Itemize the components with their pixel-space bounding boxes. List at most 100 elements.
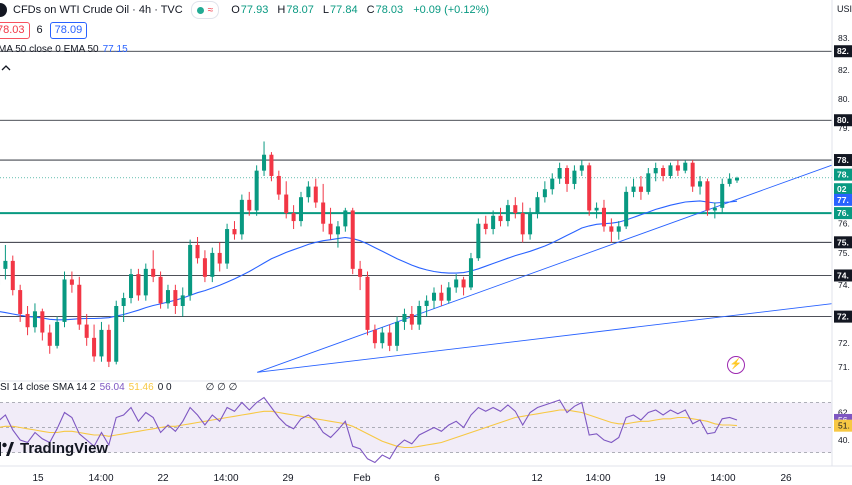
candle — [210, 247, 215, 283]
candle-body — [173, 290, 178, 306]
candle-body — [225, 229, 230, 264]
candle-body — [542, 189, 547, 198]
candle — [734, 176, 740, 183]
price-badge-label: 75. — [837, 237, 849, 247]
candle — [417, 300, 422, 330]
candle-body — [557, 168, 562, 179]
candle — [668, 162, 673, 179]
ohlc-open-key: O — [231, 4, 240, 16]
candle — [10, 255, 15, 296]
candle — [557, 162, 562, 184]
candle — [387, 324, 392, 352]
candle-body — [431, 292, 437, 301]
rsi-badge — [834, 419, 852, 432]
candle-body — [668, 165, 673, 176]
candle-body — [461, 279, 466, 288]
candle-body — [454, 279, 459, 288]
rsi-line — [0, 396, 738, 464]
wave-icon: ≈ — [207, 4, 214, 16]
candle — [468, 252, 473, 291]
tradingview-logo[interactable]: TradingView — [0, 440, 108, 457]
candle — [609, 218, 614, 243]
chevron-up-icon[interactable] — [0, 62, 14, 76]
candle-body — [202, 258, 207, 277]
candle — [313, 178, 318, 208]
rsi-legend-label: SI 14 close SMA 14 2 — [0, 382, 96, 393]
price-badge — [834, 45, 852, 58]
candle-body — [402, 313, 407, 322]
candle — [62, 271, 67, 328]
candle — [92, 324, 97, 362]
ohlc-low-key: L — [322, 4, 330, 16]
candle-body — [483, 223, 488, 230]
spread-value: 6 — [36, 24, 43, 36]
market-status-pill[interactable]: ≈ — [190, 1, 220, 19]
candle-body — [217, 252, 222, 264]
candle-body — [69, 279, 74, 285]
candle — [3, 244, 8, 280]
candle-body — [298, 197, 304, 222]
rsi-tick-label: 40. — [838, 435, 850, 445]
candle — [262, 141, 267, 176]
ohlc-open-value: 77.93 — [240, 4, 269, 16]
candle — [498, 207, 503, 227]
candle-body — [587, 165, 592, 211]
ohlc-low-value: 77.84 — [330, 4, 358, 16]
candle — [402, 308, 407, 330]
rsi-legend[interactable]: SI 14 close SMA 14 2 56.04 51.46 0 0 ∅ ∅ ∅ — [0, 382, 237, 393]
ema-legend[interactable]: MA 50 close 0 EMA 50 77.15 — [0, 44, 128, 55]
time-tick-label: 14:00 — [213, 473, 238, 484]
candle — [121, 292, 126, 322]
price-badge — [834, 207, 852, 220]
candle-body — [32, 311, 37, 328]
price-tick-label: 80. — [838, 94, 850, 104]
ema-50-line — [0, 200, 738, 321]
candle-body — [247, 199, 252, 211]
candle-body — [476, 223, 481, 259]
candle — [180, 287, 185, 317]
candle-body — [646, 173, 651, 192]
candle — [77, 276, 82, 330]
candle-body — [609, 226, 614, 232]
candle-body — [661, 168, 666, 176]
candle-body — [129, 274, 134, 299]
candle-body — [136, 274, 141, 296]
sell-button[interactable]: 78.03 — [0, 21, 30, 39]
candle-body — [631, 186, 636, 192]
price-badge-label: 82. — [837, 46, 849, 56]
candle-body — [92, 337, 97, 357]
price-badge — [834, 236, 852, 249]
candle — [505, 199, 510, 227]
candle — [55, 316, 60, 349]
candle-body — [439, 292, 444, 301]
lightning-icon[interactable]: ⚡ — [727, 356, 745, 374]
candle-body — [321, 202, 326, 224]
candle-body — [624, 191, 629, 227]
trendline — [257, 163, 836, 373]
rsi-layer — [0, 396, 738, 464]
price-axis-header: USI — [837, 4, 852, 14]
candle-body — [180, 295, 185, 306]
candle-body — [565, 168, 570, 184]
candle — [173, 284, 178, 314]
symbol-title[interactable]: CFDs on WTI Crude Oil · 4h · TVC — [13, 4, 183, 16]
candle-body — [99, 329, 104, 357]
candle-body — [550, 178, 555, 190]
candle-body — [269, 154, 274, 176]
candle-body — [505, 205, 510, 222]
candle-body — [365, 276, 370, 330]
price-tick-label: 74. — [838, 280, 850, 290]
price-badge-label: 02 — [837, 184, 847, 194]
candle-body — [151, 268, 156, 277]
candle — [114, 300, 119, 365]
price-tick-label: 79. — [838, 123, 850, 133]
candle-body — [232, 229, 237, 235]
buy-button[interactable]: 78.09 — [49, 21, 88, 39]
candle-body — [698, 181, 703, 187]
candle-body — [62, 279, 67, 322]
candle — [454, 274, 459, 293]
candle — [535, 191, 540, 219]
price-badge-label: 77. — [837, 195, 849, 205]
symbol-logo-icon — [0, 3, 7, 17]
